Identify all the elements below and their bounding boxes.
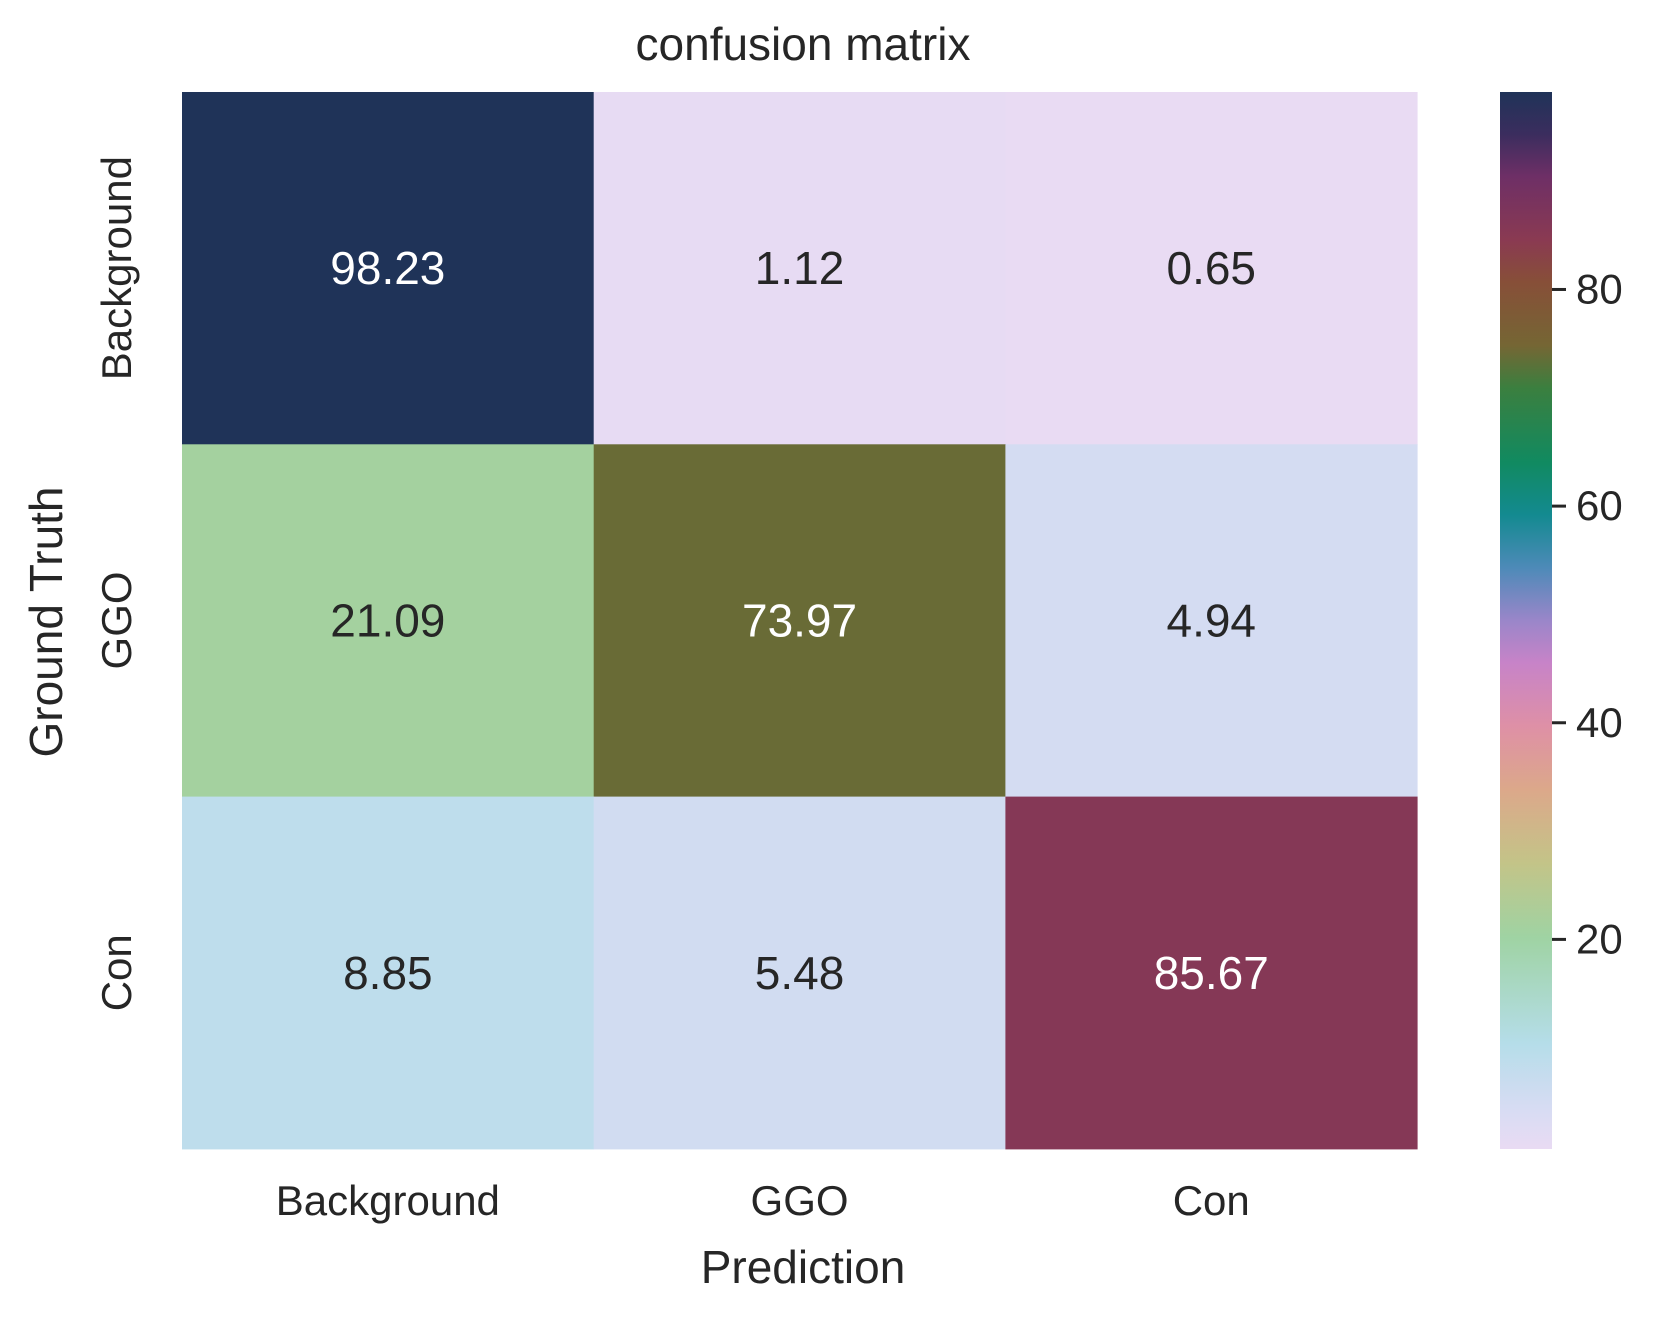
heatmap-cell-r1-c0 [182, 444, 595, 798]
x-tick-label: Con [1173, 1177, 1250, 1224]
cell-value-label: 5.48 [755, 947, 845, 999]
x-tick-label: GGO [751, 1177, 849, 1224]
cell-value-label: 85.67 [1154, 947, 1269, 999]
cell-value-label: 4.94 [1166, 594, 1256, 646]
heatmap-cell-r1-c1 [593, 444, 1006, 798]
colorbar: 20 40 60 80 [1500, 92, 1623, 1149]
heatmap-cell-r1-c2 [1005, 444, 1418, 798]
chart-title: confusion matrix [636, 18, 971, 70]
y-tick-label: Con [93, 934, 140, 1011]
y-tick-label: Background [93, 156, 140, 380]
heatmap-cell-r0-c2 [1005, 92, 1418, 445]
cell-value-label: 73.97 [742, 594, 857, 646]
y-axis-label: Ground Truth [20, 486, 72, 757]
x-axis-label: Prediction [701, 1241, 906, 1293]
x-tick-label: Background [276, 1177, 500, 1224]
y-tick-label: GGO [93, 571, 140, 669]
heatmap-cell-r0-c0 [182, 92, 595, 445]
heatmap-cell-r2-c2 [1005, 796, 1418, 1150]
colorbar-tick-label: 60 [1576, 482, 1623, 529]
colorbar-tick-label: 80 [1576, 265, 1623, 312]
cell-value-label: 21.09 [330, 594, 445, 646]
cell-value-label: 1.12 [755, 242, 845, 294]
heatmap-cell-r2-c1 [593, 796, 1006, 1150]
cell-value-label: 8.85 [343, 947, 433, 999]
x-tick-labels: Background GGO Con [276, 1177, 1250, 1224]
heatmap-cell-r2-c0 [182, 796, 595, 1150]
heatmap-cell-labels: 98.23 1.12 0.65 21.09 73.97 4.94 8.85 5.48 85.67 [330, 242, 1269, 999]
colorbar-ticks: 20 40 60 80 [1552, 265, 1623, 962]
y-tick-labels: Background GGO Con [93, 156, 140, 1011]
colorbar-tick-label: 20 [1576, 915, 1623, 962]
heatmap-cells [182, 92, 1418, 1150]
heatmap-cell-r0-c1 [593, 92, 1006, 445]
cell-value-label: 0.65 [1166, 242, 1256, 294]
colorbar-tick-label: 40 [1576, 699, 1623, 746]
cell-value-label: 98.23 [330, 242, 445, 294]
colorbar-gradient [1500, 92, 1552, 1149]
